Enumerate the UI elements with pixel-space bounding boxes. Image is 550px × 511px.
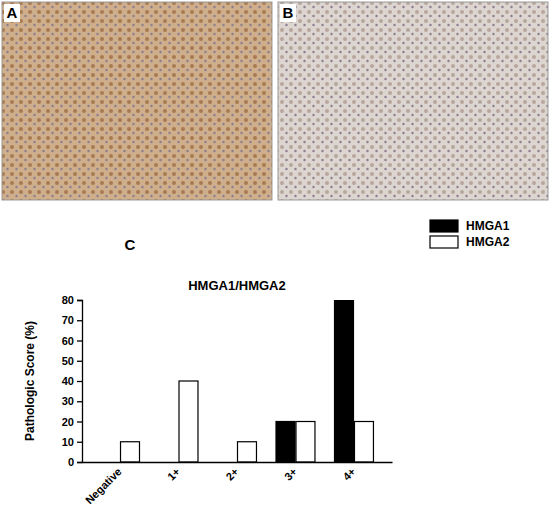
legend: HMGA1 HMGA2 [430,219,510,249]
y-tick: 40 [62,375,82,387]
legend-swatch [430,220,458,232]
y-tick: 60 [62,335,82,347]
y-tick-label: 0 [68,456,74,468]
x-tick: 2+ [223,462,240,483]
x-tick-label: 2+ [223,465,240,482]
micrograph-panel [2,2,272,200]
micrograph-panel [278,2,548,200]
y-tick-label: 80 [62,294,74,306]
y-tick-mark [77,320,82,321]
panel-label-bg [280,4,296,22]
panel-label-bg [4,4,20,22]
y-tick-label: 60 [62,335,74,347]
y-tick: 10 [62,436,82,448]
bar [179,381,198,462]
x-tick-label: 1+ [165,465,182,482]
bars [121,300,374,462]
legend-label: HMGA1 [466,219,510,233]
y-axis-line [77,301,83,463]
y-tick-mark [77,462,82,463]
y-tick: 50 [62,355,82,367]
y-axis-title: Pathologic Score (%) [23,321,37,441]
y-tick-mark [77,421,82,422]
y-tick-mark [77,340,82,341]
panel-label: B [283,4,294,21]
x-tick-label: 4+ [340,465,357,482]
x-tick: 4+ [340,462,357,483]
figure: A B C HMGA1/HMGA2 0 10 20 30 40 50 60 70 80 Negative 1… [0,0,550,511]
bar [296,422,315,463]
y-tick-mark [77,442,82,443]
x-axis: Negative 1+ 2+ 3+ 4+ [83,462,393,506]
y-tick-mark [77,361,82,362]
y-tick: 0 [68,456,82,468]
y-tick-mark [77,300,82,301]
x-tick: 1+ [165,462,182,483]
bar [276,422,295,463]
x-tick: 3+ [282,462,299,483]
bar [121,442,140,462]
y-tick-label: 50 [62,355,74,367]
y-tick: 80 [62,294,82,306]
y-tick-label: 10 [62,436,74,448]
y-tick-mark [77,381,82,382]
y-tick: 70 [62,314,82,326]
y-tick: 20 [62,416,82,428]
y-tick: 30 [62,395,82,407]
bar [237,442,256,462]
x-tick: Negative [83,462,124,506]
y-tick-label: 20 [62,416,74,428]
x-tick-label: Negative [83,465,124,506]
panel-label: A [7,4,18,21]
bar [354,422,373,463]
x-tick-label: 3+ [282,465,299,482]
y-tick-label: 40 [62,375,74,387]
x-axis-line [83,462,393,463]
y-tick-mark [77,401,82,402]
legend-label: HMGA2 [466,235,510,249]
panel-label: C [125,236,136,253]
y-tick-label: 30 [62,395,74,407]
y-tick-label: 70 [62,314,74,326]
chart-title: HMGA1/HMGA2 [188,278,286,293]
bar [335,300,354,462]
legend-swatch [430,236,458,248]
y-axis: 0 10 20 30 40 50 60 70 80 [62,294,83,468]
